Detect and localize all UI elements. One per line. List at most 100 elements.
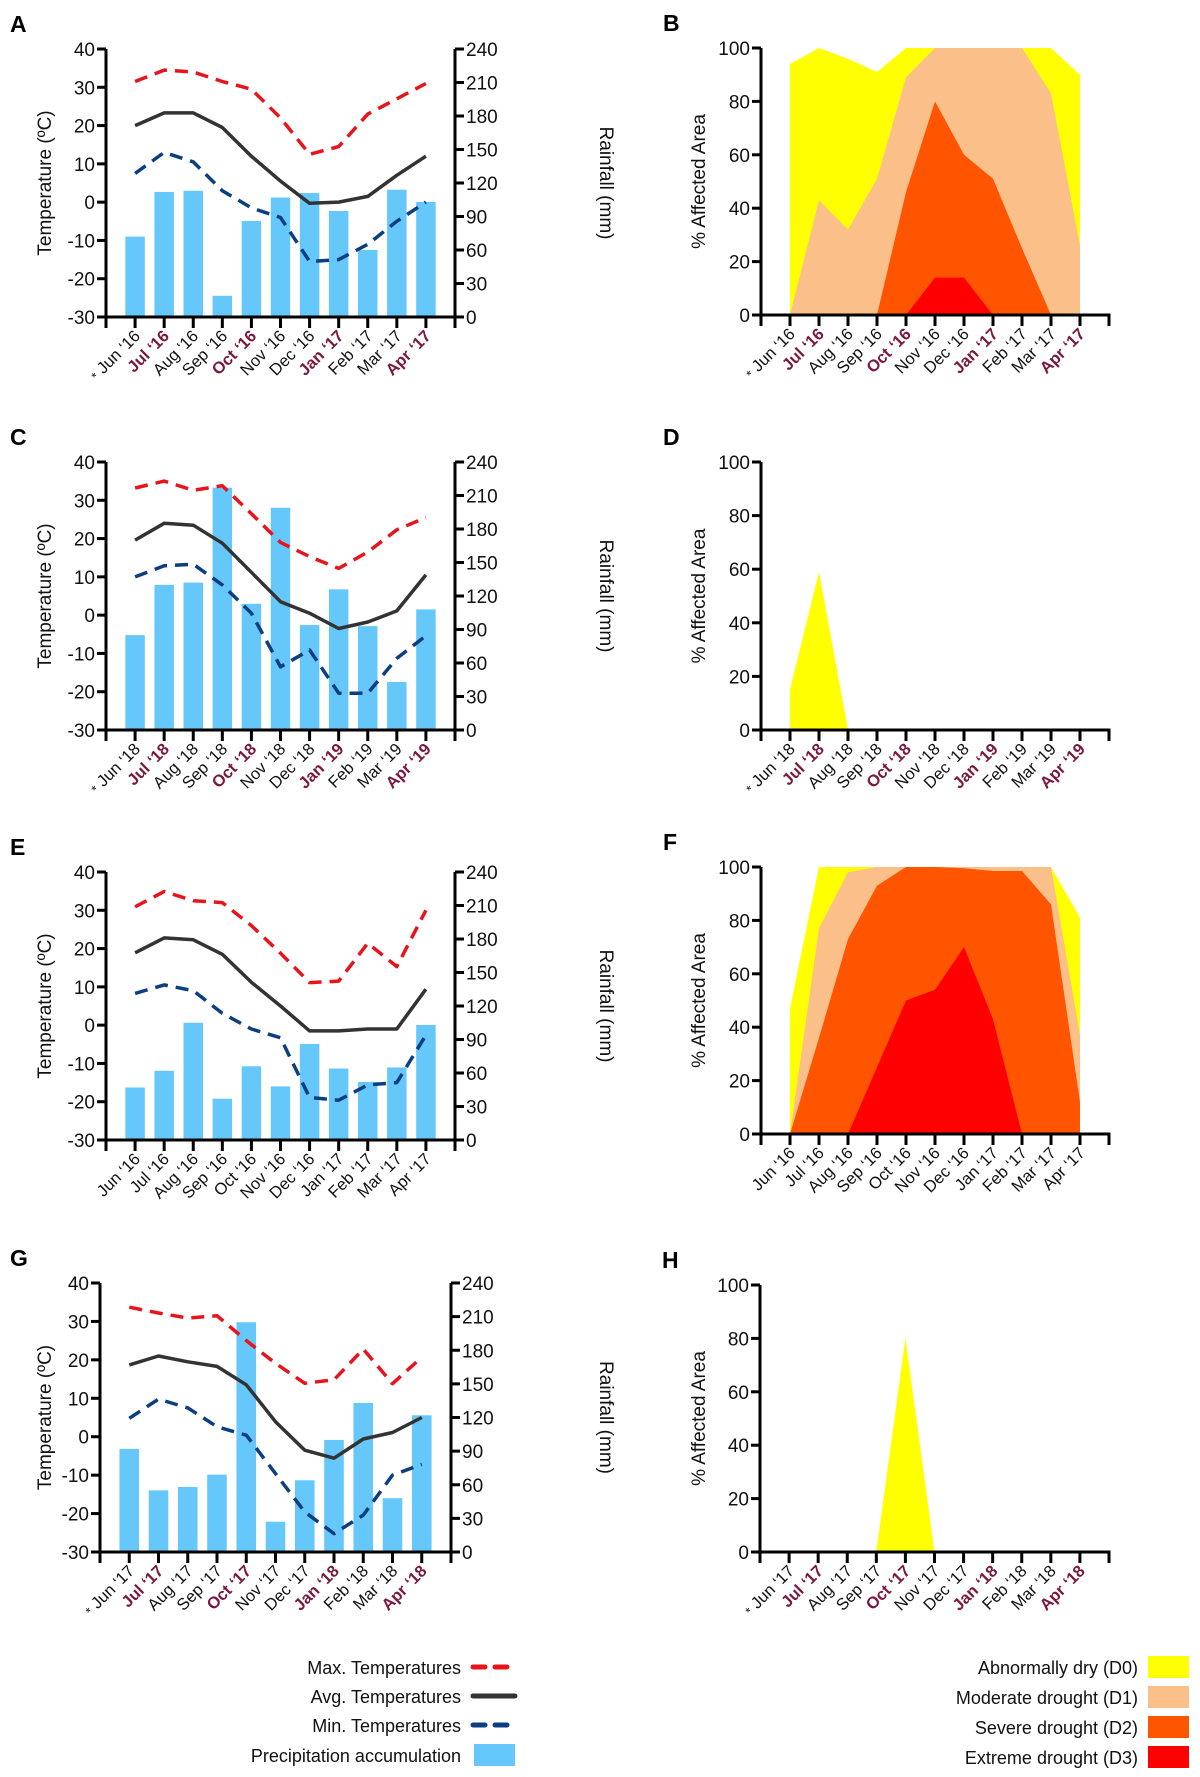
- precipitation-bar: [299, 193, 320, 317]
- y-right-tick-label: 150: [462, 1375, 494, 1396]
- y-tick-label: 40: [74, 453, 95, 474]
- precipitation-bar: [294, 1480, 315, 1552]
- panel-letter: H: [662, 1247, 679, 1273]
- y-right-tick-label: 210: [462, 1308, 494, 1329]
- y-right-tick-label: 150: [466, 554, 498, 575]
- y-tick-label: 0: [78, 1428, 89, 1449]
- legend-swatch: [474, 1744, 515, 1766]
- y-tick-label: 10: [74, 568, 95, 589]
- y-right-tick-label: 60: [466, 1064, 487, 1085]
- precipitation-bar: [154, 1070, 174, 1140]
- panel-g: G -30 -20 -10 0 10 20 30 40 0 30 60 90 120 150 180 210 24…: [10, 1245, 616, 1619]
- legend-item: Precipitation accumulation: [251, 1744, 515, 1766]
- y-right-tick-label: 120: [466, 587, 498, 608]
- drought-area-d3: [790, 947, 1080, 1134]
- y-right-tick-label: 0: [466, 721, 477, 742]
- y-right-tick-label: 0: [462, 1543, 473, 1564]
- legend-item: Max. Temperatures: [307, 1658, 518, 1678]
- y-right-tick-label: 210: [466, 897, 498, 918]
- y-right-tick-label: 240: [462, 1274, 494, 1295]
- y-right-tick-label: 30: [466, 1098, 487, 1119]
- precipitation-bar: [125, 236, 145, 317]
- precipitation-bar: [125, 635, 145, 730]
- precipitation-bar: [241, 603, 262, 730]
- min-temperature-line: [134, 150, 427, 264]
- precipitation-bar: [207, 1474, 227, 1552]
- precipitation-bar: [270, 197, 291, 317]
- legend-item: Min. Temperatures: [312, 1716, 518, 1736]
- y-tick-label: 20: [729, 253, 750, 274]
- legend-item: Avg. Temperatures: [311, 1687, 518, 1707]
- max-temperature-line: [134, 68, 427, 157]
- y-tick-label: -10: [68, 644, 95, 665]
- precipitation-bar: [324, 1439, 344, 1552]
- y-tick-label: 40: [729, 614, 750, 635]
- legend-label: Avg. Temperatures: [311, 1687, 461, 1707]
- y-tick-label: 20: [729, 667, 750, 688]
- y-tick-label: 100: [717, 1276, 749, 1297]
- y-right-tick-label: 150: [466, 141, 498, 162]
- y-tick-label: 30: [74, 491, 95, 512]
- climate-legend: Max. Temperatures Avg. Temperatures Min. T…: [251, 1658, 518, 1766]
- drought-area-d0: [790, 571, 1080, 730]
- precipitation-bar: [183, 582, 203, 730]
- precipitation-bar: [212, 295, 233, 317]
- y-tick-label: 40: [728, 1436, 749, 1457]
- precipitation-bar: [265, 1521, 286, 1552]
- precipitation-bar: [416, 609, 436, 730]
- min-temperature-line: [128, 1397, 423, 1536]
- y-right-tick-label: 210: [466, 487, 498, 508]
- y-right-tick-label: 60: [466, 241, 487, 262]
- y-right-tick-label: 0: [466, 1131, 477, 1152]
- precipitation-bar: [411, 1415, 432, 1552]
- y-tick-label: 10: [74, 978, 95, 999]
- y-tick-label: 0: [738, 1543, 749, 1564]
- y-tick-label: 0: [84, 606, 95, 627]
- precipitation-bar: [241, 1066, 262, 1140]
- y-tick-label: 60: [729, 146, 750, 167]
- panel-c: C -30 -20 -10 0 10 20 30 40 0 30 60 90 120 150 180 210 24…: [10, 424, 616, 797]
- y-tick-label: 0: [84, 193, 95, 214]
- legend-item: Extreme drought (D3): [965, 1746, 1189, 1768]
- legend-label: Moderate drought (D1): [956, 1688, 1138, 1708]
- precipitation-bar: [358, 250, 378, 317]
- y-tick-label: 40: [729, 1018, 750, 1039]
- y-right-axis-title: Rainfall (mm): [595, 540, 616, 653]
- y-tick-label: -30: [62, 1543, 89, 1564]
- legend-swatch: [1148, 1716, 1189, 1738]
- y-tick-label: 0: [739, 1125, 750, 1146]
- precipitation-bar: [270, 507, 291, 730]
- y-right-tick-label: 210: [466, 74, 498, 95]
- precipitation-bar: [270, 1086, 291, 1140]
- panel-letter: A: [10, 11, 27, 37]
- y-tick-label: -30: [68, 308, 95, 329]
- drought-area-d2: [790, 101, 1080, 316]
- panel-letter: E: [10, 834, 25, 860]
- precipitation-bar: [125, 1087, 145, 1140]
- panel-e: E -30 -20 -10 0 10 20 30 40 0 30 60 90 120 150 180 210 24…: [10, 834, 616, 1202]
- y-right-tick-label: 120: [466, 997, 498, 1018]
- avg-temperature-line: [128, 1354, 423, 1460]
- y-tick-label: 20: [729, 1072, 750, 1093]
- y-right-tick-label: 90: [462, 1442, 483, 1463]
- y-tick-label: 20: [728, 1490, 749, 1511]
- y-tick-label: 60: [729, 965, 750, 986]
- y-right-tick-label: 0: [466, 308, 477, 329]
- legend-item: Severe drought (D2): [975, 1716, 1189, 1738]
- y-right-tick-label: 180: [466, 520, 498, 541]
- y-tick-label: 100: [718, 453, 750, 474]
- panel-letter: C: [10, 424, 27, 450]
- legend-label: Precipitation accumulation: [251, 1746, 461, 1766]
- y-axis-title: % Affected Area: [689, 528, 710, 663]
- legend-item: Abnormally dry (D0): [978, 1656, 1189, 1678]
- y-tick-label: 0: [739, 721, 750, 742]
- y-tick-label: -10: [68, 231, 95, 252]
- precipitation-bar: [328, 210, 349, 317]
- legend-swatch: [1148, 1746, 1189, 1768]
- y-right-tick-label: 60: [466, 654, 487, 675]
- y-tick-label: 10: [74, 155, 95, 176]
- precipitation-bar: [154, 584, 174, 730]
- y-right-tick-label: 90: [466, 621, 487, 642]
